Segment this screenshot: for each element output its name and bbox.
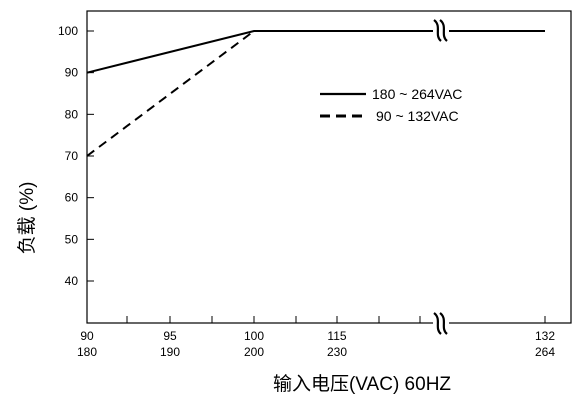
axes-frame xyxy=(86,10,572,324)
y-tick-label: 40 xyxy=(65,274,79,288)
x-tick-label: 90 xyxy=(80,329,94,343)
series-line-2 xyxy=(86,30,255,157)
y-ticks: 40 50 60 70 80 90 100 xyxy=(58,24,94,288)
legend-label-1: 180 ~ 264VAC xyxy=(372,86,462,102)
x-tick-label: 100 xyxy=(244,329,264,343)
axis-breaks xyxy=(433,18,449,335)
x-tick-label-secondary: 190 xyxy=(160,345,180,359)
x-tick-label: 95 xyxy=(163,329,177,343)
y-tick-label: 90 xyxy=(65,66,79,80)
x-tick-label-secondary: 200 xyxy=(244,345,264,359)
legend: 180 ~ 264VAC 90 ~ 132VAC xyxy=(320,86,462,124)
x-tick-label-secondary: 180 xyxy=(77,345,97,359)
axis-break-bottom-stroke-2 xyxy=(439,312,448,335)
x-tick-label: 132 xyxy=(535,329,555,343)
x-ticks: 90 180 95 190 100 200 115 230 132 264 xyxy=(77,316,555,359)
y-tick-label: 100 xyxy=(58,24,78,38)
axis-break-top-stroke-2 xyxy=(439,19,448,42)
x-tick-label: 115 xyxy=(327,329,346,343)
plot-frame xyxy=(86,10,572,324)
y-axis-title: 负载 (%) xyxy=(16,182,38,255)
axis-break-top-stroke-1 xyxy=(433,19,442,42)
y-tick-label: 50 xyxy=(65,232,79,246)
y-tick-label: 70 xyxy=(65,149,79,163)
x-axis-title: 输入电压(VAC) 60HZ xyxy=(273,373,451,395)
x-tick-label-secondary: 230 xyxy=(327,345,347,359)
legend-label-2: 90 ~ 132VAC xyxy=(376,108,459,124)
series-line-1 xyxy=(86,30,545,74)
axis-break-bottom-stroke-1 xyxy=(433,312,442,335)
series-lines xyxy=(86,30,545,157)
y-tick-label: 80 xyxy=(65,107,79,121)
y-tick-label: 60 xyxy=(65,191,79,205)
x-tick-label-secondary: 264 xyxy=(535,345,555,359)
